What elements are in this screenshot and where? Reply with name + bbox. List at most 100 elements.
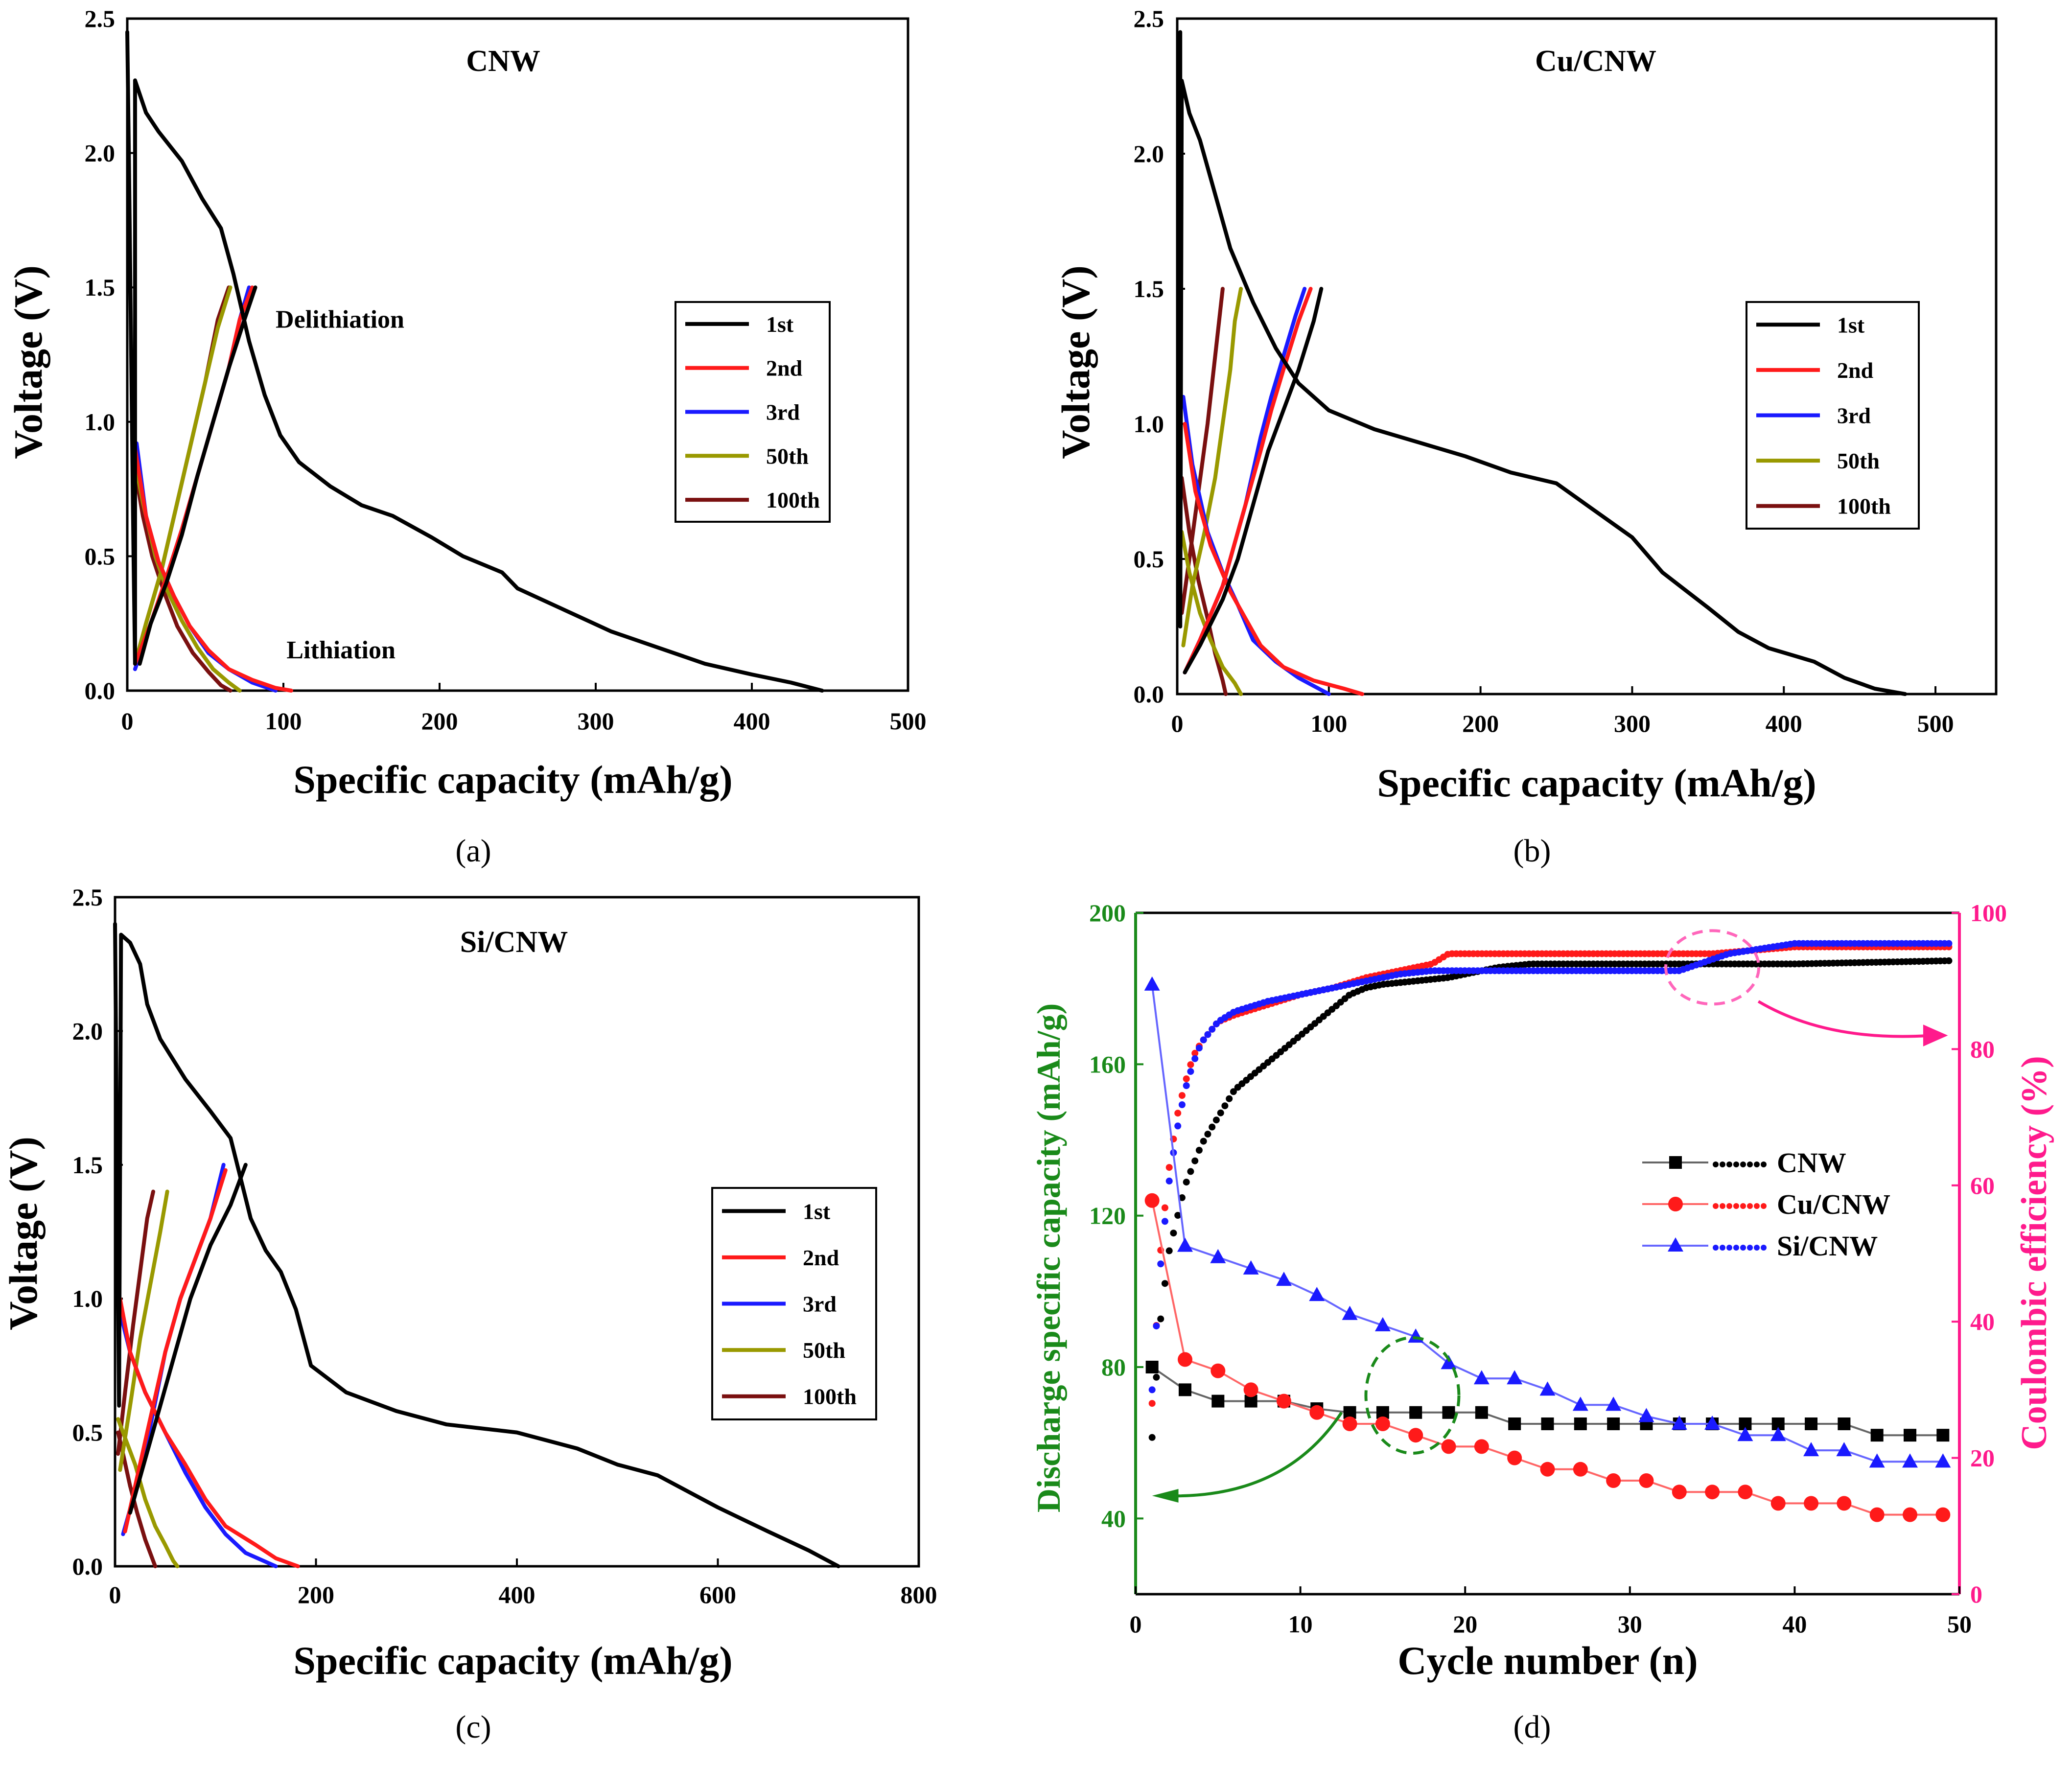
series-line-50th-discharge <box>116 1417 180 1568</box>
arrow-to-right-axis <box>1757 1000 1932 1038</box>
legend-label: 50th <box>803 1338 845 1363</box>
legend-label: 100th <box>766 488 820 512</box>
legend-dots-Si/CNW <box>1754 1245 1760 1251</box>
legend-dots-CNW <box>1740 1161 1746 1167</box>
capacity-point-Si/CNW <box>1902 1453 1918 1468</box>
legend-dots-CNW <box>1733 1161 1739 1167</box>
capacity-point-Si/CNW <box>1770 1427 1786 1441</box>
legend-marker-CNW <box>1669 1156 1682 1169</box>
efficiency-dots-Si/CNW <box>1148 940 1953 1393</box>
legend-dots-CNW <box>1720 1161 1725 1167</box>
panel-c: 0 200 400 600 800 0.0 0.5 1.0 1.5 2.0 2.5 Si/CNW Spe… <box>1 883 937 1745</box>
capacity-point-Cu/CNW <box>1935 1507 1951 1522</box>
series-line-2nd-charge <box>123 1168 228 1533</box>
highlight-ellipse-capacity <box>1364 1336 1461 1455</box>
efficiency-dot <box>1212 1116 1220 1124</box>
series-line-50th-discharge <box>1180 530 1243 696</box>
efficiency-dot <box>1230 1088 1237 1095</box>
x-tick-label: 400 <box>1766 710 1802 737</box>
series-line-50th-charge <box>118 1189 169 1472</box>
capacity-point-CNW <box>1541 1417 1554 1430</box>
x-tick-label: 600 <box>699 1581 736 1608</box>
x-tick-label: 20 <box>1453 1610 1477 1638</box>
y2-tick-label: 40 <box>1970 1308 1995 1335</box>
capacity-point-Cu/CNW <box>1672 1485 1687 1500</box>
capacity-point-Si/CNW <box>1737 1427 1753 1441</box>
legend-dots-Cu/CNW <box>1726 1203 1732 1209</box>
x-axis-label: Cycle number (n) <box>1397 1638 1698 1683</box>
capacity-point-Si/CNW <box>1144 976 1160 991</box>
y-tick-label: 1.0 <box>72 1285 103 1312</box>
legend-label: 3rd <box>803 1292 837 1317</box>
efficiency-dot <box>1161 1204 1168 1211</box>
capacity-point-Cu/CNW <box>1705 1485 1720 1500</box>
efficiency-dot <box>1945 940 1953 947</box>
efficiency-dot <box>1200 1138 1207 1145</box>
y-tick-label: 160 <box>1089 1050 1126 1078</box>
y-axis-label: Voltage (V) <box>1053 265 1098 459</box>
series-line-1st-charge <box>128 1162 248 1515</box>
legend-label: 2nd <box>766 356 803 381</box>
capacity-point-CNW <box>1607 1417 1620 1430</box>
y-tick-label: 1.5 <box>85 274 116 301</box>
efficiency-dot <box>1148 1386 1156 1393</box>
capacity-point-Si/CNW <box>1473 1370 1490 1385</box>
capacity-point-Si/CNW <box>1572 1396 1588 1411</box>
y-tick-label: 0.0 <box>85 677 116 704</box>
legend-dots-Cu/CNW <box>1720 1203 1725 1209</box>
y-tick-label: 2.5 <box>72 883 103 911</box>
capacity-point-CNW <box>1409 1406 1422 1419</box>
y-tick-label: 200 <box>1089 899 1126 927</box>
capacity-point-Si/CNW <box>1869 1453 1885 1468</box>
legend-dots-Cu/CNW <box>1761 1203 1767 1209</box>
arrowhead-right <box>1923 1024 1948 1046</box>
y-tick-label: 0.5 <box>1134 545 1164 573</box>
x-tick-label: 40 <box>1782 1610 1807 1638</box>
legend-dots-Si/CNW <box>1713 1245 1719 1251</box>
legend-label: 100th <box>1837 494 1891 519</box>
x-tick-label: 800 <box>901 1581 937 1608</box>
capacity-point-Si/CNW <box>1935 1453 1951 1468</box>
x-tick-label: 200 <box>1462 710 1499 737</box>
y-tick-label: 0.0 <box>72 1553 103 1580</box>
x-axis-label: Specific capacity (mAh/g) <box>293 1638 732 1683</box>
capacity-point-Cu/CNW <box>1804 1496 1819 1511</box>
series-line-3rd-charge <box>133 285 251 672</box>
series-line-1st-discharge <box>1178 30 1908 696</box>
efficiency-dot <box>1187 1061 1194 1068</box>
efficiency-dot <box>1174 1122 1182 1130</box>
y2-tick-label: 80 <box>1970 1035 1995 1063</box>
capacity-point-Si/CNW <box>1836 1442 1852 1457</box>
y-tick-label: 0.5 <box>72 1419 103 1446</box>
efficiency-dot <box>1187 1068 1194 1075</box>
legend-dots-Cu/CNW <box>1740 1203 1746 1209</box>
efficiency-dot <box>1221 1102 1229 1110</box>
x-tick-label: 200 <box>298 1581 334 1608</box>
x-tick-label: 30 <box>1618 1610 1642 1638</box>
capacity-point-Cu/CNW <box>1606 1473 1621 1488</box>
capacity-point-CNW <box>1178 1383 1191 1396</box>
capacity-point-CNW <box>1475 1406 1488 1419</box>
legend-dots-CNW <box>1726 1161 1732 1167</box>
x-axis-label: Specific capacity (mAh/g) <box>1377 761 1816 805</box>
efficiency-dot <box>1148 1400 1156 1407</box>
efficiency-dot <box>1157 1260 1164 1268</box>
legend-label: 2nd <box>1837 358 1874 383</box>
capacity-point-Si/CNW <box>1243 1260 1259 1275</box>
legend-dots-Si/CNW <box>1747 1245 1753 1251</box>
legend-dots-Si/CNW <box>1726 1245 1732 1251</box>
series-line-2nd-charge <box>1183 287 1313 674</box>
capacity-point-Si/CNW <box>1210 1249 1226 1263</box>
x-tick-label: 0 <box>1130 1610 1142 1638</box>
capacity-point-Cu/CNW <box>1770 1496 1786 1511</box>
legend-dots-CNW <box>1747 1161 1753 1167</box>
panel-caption: (b) <box>1513 833 1551 869</box>
y-tick-label: 80 <box>1101 1353 1126 1381</box>
series-line-50th-discharge <box>133 460 242 693</box>
x-tick-label: 50 <box>1947 1610 1972 1638</box>
efficiency-dot <box>1204 1031 1211 1038</box>
efficiency-dot <box>1200 1036 1207 1044</box>
efficiency-dot <box>1161 1280 1168 1287</box>
efficiency-dot <box>1153 1323 1160 1330</box>
capacity-point-Cu/CNW <box>1474 1439 1489 1454</box>
